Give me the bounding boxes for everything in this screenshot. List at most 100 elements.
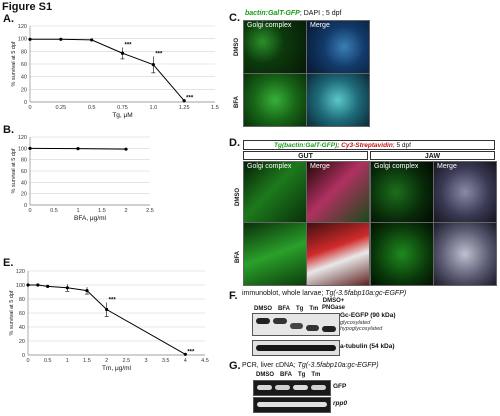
x-tick-label: 3.5 xyxy=(162,358,170,364)
series-line xyxy=(28,284,186,355)
panel-d-header-green: Tg(bactin:GalT-GFP) xyxy=(274,142,338,149)
x-tick-label: 1 xyxy=(76,208,79,214)
micrograph-d-jaw-bfa-golgi xyxy=(370,222,434,286)
x-tick-label: 0.25 xyxy=(55,105,66,111)
y-tick-label: 120 xyxy=(18,24,27,30)
figure-title: Figure S1 xyxy=(2,1,53,13)
y-tick-label: 20 xyxy=(21,87,27,93)
x-tick-label: 0 xyxy=(28,105,31,111)
y-tick-label: 120 xyxy=(18,135,27,141)
data-point xyxy=(26,283,30,287)
y-tick-label: 40 xyxy=(19,325,25,331)
data-point xyxy=(59,37,63,41)
data-point xyxy=(46,284,50,288)
chart-a-survival-tg: 0 20 40 60 80 100 120 0 0.25 0.5 0.75 1.0 1.25 1.5 Tg,… xyxy=(11,24,219,119)
band xyxy=(273,318,287,324)
x-tick-label: 3 xyxy=(144,358,147,364)
significance-label: *** xyxy=(187,349,195,355)
x-tick-label: 0.5 xyxy=(88,105,96,111)
row-label-dmso: DMSO xyxy=(235,188,241,206)
panel-d-header-red: ; Cy3-Streptavidin xyxy=(337,142,393,149)
western-blot-gc-egfp xyxy=(252,313,340,336)
rpp0-label: rpp0 xyxy=(333,400,348,407)
y-tick-label: 120 xyxy=(16,269,25,275)
x-tick-label: 0.75 xyxy=(117,105,128,111)
y-tick-label: 80 xyxy=(21,158,27,164)
panel-g-title: PCR, liver cDNA; Tg(-3.5fabp10a:gc-EGFP) xyxy=(242,362,379,369)
series-line xyxy=(30,38,185,102)
panel-g-title-italic: Tg(-3.5fabp10a:gc-EGFP) xyxy=(297,362,379,369)
x-tick-label: 1.0 xyxy=(150,105,158,111)
col-label: Merge xyxy=(310,163,330,170)
panel-d-jaw-header: JAW xyxy=(370,151,495,160)
x-tick-label: 0.5 xyxy=(50,208,58,214)
x-axis-label: BFA, μg/ml xyxy=(74,215,106,222)
x-tick-label: 4.5 xyxy=(201,358,209,364)
band xyxy=(293,385,308,390)
panel-f-title-italic: Tg(-3.5fabp10a:gc-EGFP) xyxy=(325,290,407,297)
y-tick-label: 100 xyxy=(16,283,25,289)
hypoglycosylated-label: hypoglycosylated xyxy=(340,326,383,332)
x-tick-label: 0 xyxy=(28,208,31,214)
y-tick-label: 40 xyxy=(21,180,27,186)
y-tick-label: 0 xyxy=(24,203,27,209)
data-point xyxy=(151,63,155,67)
significance-label: *** xyxy=(109,298,117,304)
panel-f-title: immunoblot, whole larvae; Tg(-3.5fabp10a… xyxy=(242,290,406,297)
y-tick-label: 80 xyxy=(19,297,25,303)
x-tick-label: 1.5 xyxy=(83,358,91,364)
panel-label-g: G. xyxy=(229,360,241,372)
panel-d-header-rest: ; 5 dpf xyxy=(392,142,411,149)
western-blot-tubulin xyxy=(252,340,340,356)
panel-c-header-green: bactin:GalT-GFP xyxy=(245,10,300,17)
row-label-bfa: BFA xyxy=(235,251,241,263)
y-axis-label: % survival at 5 dpf xyxy=(11,148,17,193)
panel-g-title-prefix: PCR, liver cDNA; xyxy=(242,362,298,369)
data-point xyxy=(28,146,32,150)
band xyxy=(257,402,327,407)
x-tick-label: 0.5 xyxy=(44,358,52,364)
band xyxy=(257,385,272,390)
significance-label: *** xyxy=(186,96,194,102)
x-tick-label: 1.5 xyxy=(211,105,219,111)
micrograph-d-gut-dmso-golgi: Golgi complex xyxy=(243,161,307,223)
micrograph-c-dmso-golgi: Golgi complex xyxy=(243,20,307,74)
dmso-pngase-line2: PNGase xyxy=(322,305,346,311)
micrograph-c-dmso-merge: Merge xyxy=(306,20,370,74)
panel-g-lane-labels: DMSO BFA Tg Tm xyxy=(256,372,320,378)
data-point xyxy=(120,51,125,55)
gfp-label: GFP xyxy=(333,383,347,390)
panel-label-d: D. xyxy=(229,137,240,149)
x-axis-label: Tm, μg/ml xyxy=(102,365,132,372)
micrograph-c-bfa-golgi xyxy=(243,73,307,127)
y-tick-label: 20 xyxy=(19,339,25,345)
lane-label: DMSO xyxy=(256,372,274,378)
panel-f-title-prefix: immunoblot, whole larvae; xyxy=(242,290,326,297)
tubulin-label: a-tubulin (54 kDa) xyxy=(340,343,395,350)
micrograph-d-jaw-bfa-merge xyxy=(433,222,497,286)
x-tick-label: 4 xyxy=(184,358,187,364)
data-point xyxy=(76,147,80,151)
data-point xyxy=(65,286,69,290)
x-tick-label: 2 xyxy=(105,358,108,364)
y-tick-label: 0 xyxy=(24,100,27,106)
significance-label: *** xyxy=(155,51,163,57)
x-tick-label: 0 xyxy=(26,358,29,364)
band xyxy=(275,385,290,390)
glycosylated-label: glycosylated xyxy=(340,320,371,326)
y-tick-label: 100 xyxy=(18,37,27,43)
dmso-pngase-line1: DMSO+ xyxy=(322,298,345,304)
panel-label-c: C. xyxy=(229,12,240,24)
col-label: Merge xyxy=(437,163,457,170)
band xyxy=(306,325,319,331)
y-tick-label: 60 xyxy=(21,169,27,175)
data-point xyxy=(124,147,128,151)
panel-c-header-rest: ; DAPI ; 5 dpf xyxy=(299,10,342,17)
x-tick-label: 2.5 xyxy=(146,208,154,214)
x-axis-label: Tg, μM xyxy=(112,112,132,119)
dmso-pngase-label: DMSO+ PNGase xyxy=(322,298,345,312)
band xyxy=(311,385,326,390)
data-point xyxy=(105,307,109,312)
glycosylation-labels: glycosylated hypoglycosylated xyxy=(340,320,382,332)
y-tick-label: 40 xyxy=(21,75,27,81)
